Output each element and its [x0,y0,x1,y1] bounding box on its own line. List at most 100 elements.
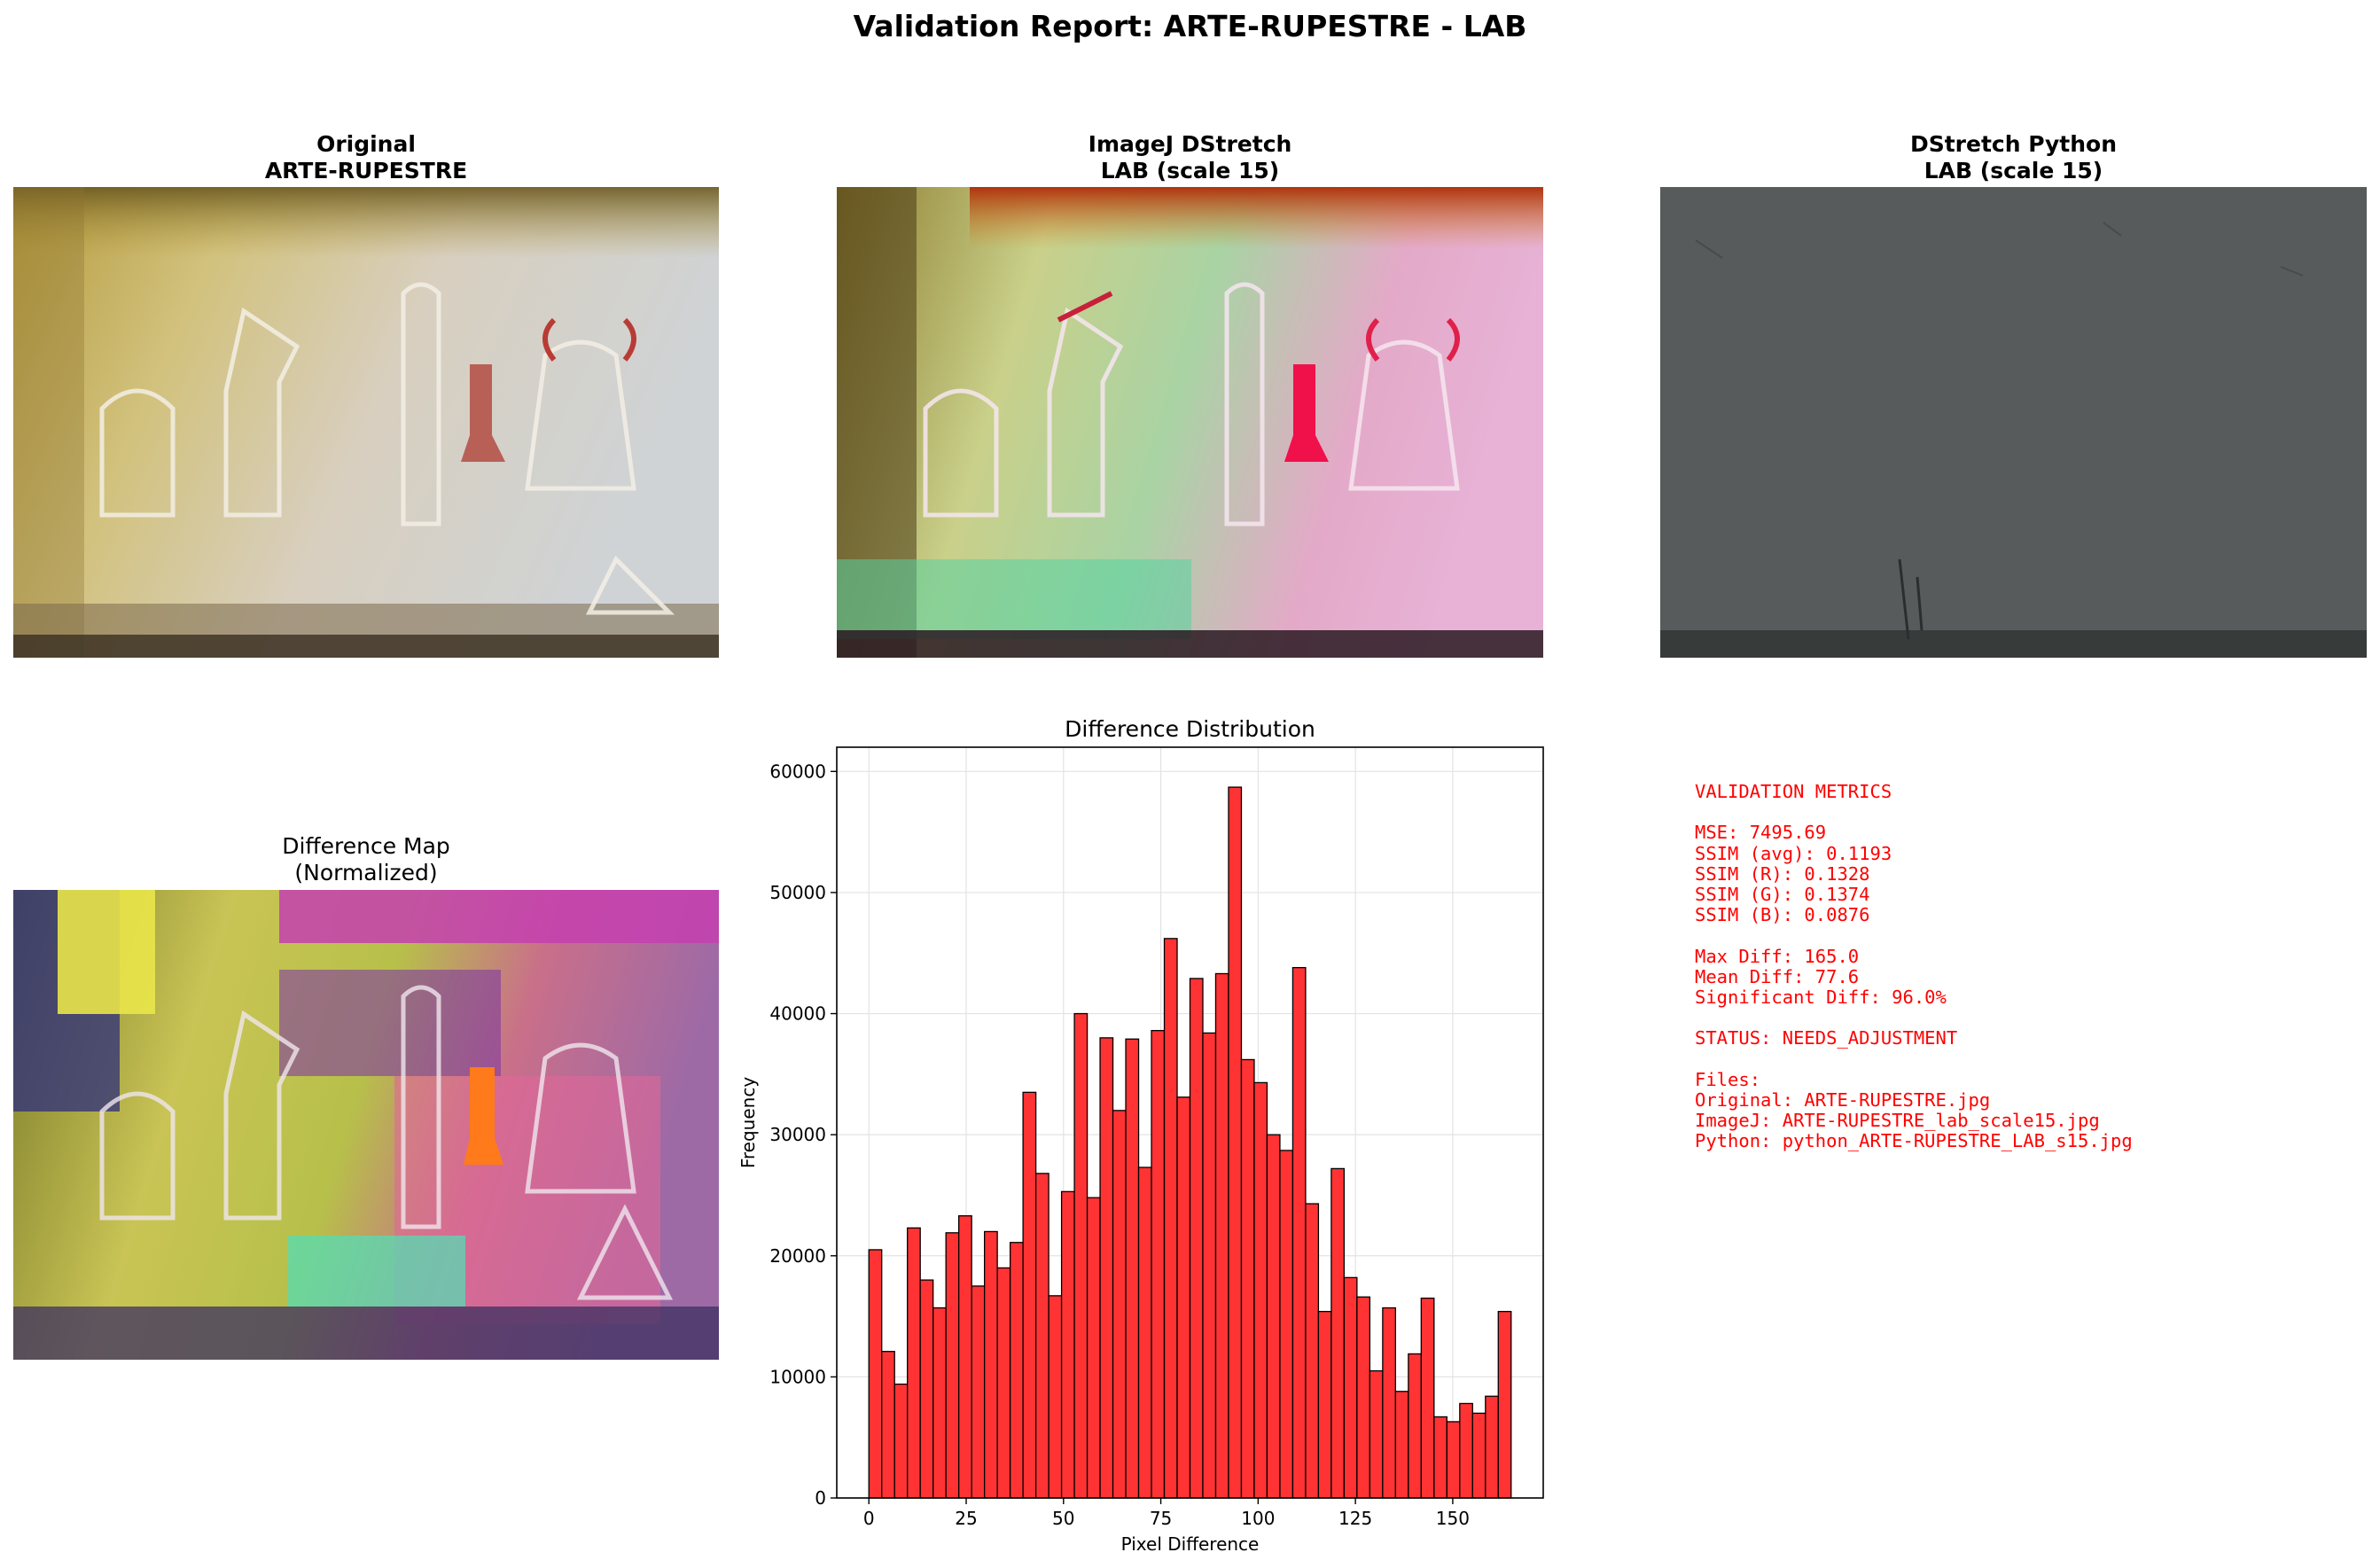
metrics-line: MSE: 7495.69 [1695,822,1827,844]
histogram-bar [893,1383,909,1499]
histogram-bar [1176,1096,1191,1499]
diffmap-title-line2: (Normalized) [294,860,438,885]
histogram-bar [919,1279,934,1499]
histogram-bar [1073,1012,1089,1499]
diffmap-panel-title: Difference Map (Normalized) [13,833,719,886]
histogram-bar [1099,1037,1114,1499]
histogram-bar [1137,1166,1152,1499]
histogram-bar [958,1215,972,1499]
histogram-bar [971,1285,986,1499]
histogram-bar [1034,1173,1050,1499]
histogram-bar [907,1227,921,1499]
y-tick-label: 30000 [769,1124,826,1145]
histogram-title: Difference Distribution [1065,716,1315,742]
histogram-bar [1291,966,1307,1499]
y-tick-label: 60000 [769,761,826,782]
metrics-line: SSIM (R): 0.1328 [1695,862,1870,885]
histogram-bar [1369,1369,1384,1499]
metrics-line: Original: ARTE-RUPESTRE.jpg [1695,1089,1991,1112]
original-panel-title: Original ARTE-RUPESTRE [13,131,719,184]
histogram-axes-frame [836,746,1544,1499]
imagej-panel-title: ImageJ DStretch LAB (scale 15) [837,131,1543,184]
x-tick-label: 25 [955,1508,977,1529]
histogram-bar [881,1351,895,1499]
histogram-ticks: 0 25 50 75 100 125 150 0 10000 20000 30000 40000 500… [769,761,1470,1529]
imagej-title-line1: ImageJ DStretch [1088,131,1292,157]
histogram-bar [1009,1242,1024,1499]
metrics-line: SSIM (avg): 0.1193 [1695,842,1892,864]
histogram-bar [1471,1412,1487,1499]
metrics-line: Mean Diff: 77.6 [1695,965,1860,987]
histogram-bar [1459,1402,1473,1499]
histogram-bar [1382,1307,1397,1499]
histogram-bar [983,1230,998,1499]
histogram-bar [1394,1391,1409,1499]
metrics-line: STATUS: NEEDS_ADJUSTMENT [1695,1027,1958,1049]
python-title-line1: DStretch Python [1909,131,2118,157]
x-tick-label: 50 [1052,1508,1074,1529]
python-title-line2: LAB (scale 15) [1924,158,2103,183]
metrics-line: SSIM (B): 0.0876 [1695,904,1870,926]
histogram-xlabel: Pixel Difference [1121,1533,1260,1555]
histogram-bar [1253,1081,1268,1499]
histogram-bar [1151,1030,1166,1499]
histogram-bar [1485,1395,1499,1499]
metrics-line [1695,1049,2133,1070]
x-tick-label: 100 [1241,1508,1275,1529]
histogram-bar [1330,1167,1346,1499]
y-tick-label: 40000 [769,1003,826,1025]
python-panel-title: DStretch Python LAB (scale 15) [1660,131,2367,184]
python-image [1660,187,2367,658]
histogram-bar [1202,1032,1217,1499]
histogram-bar [1228,786,1243,1499]
histogram-bar [1163,938,1178,1499]
imagej-image [837,187,1543,658]
histogram-bar [1266,1134,1281,1499]
difference-map-image [13,890,719,1360]
imagej-title-line2: LAB (scale 15) [1100,158,1280,183]
metrics-line: Significant Diff: 96.0% [1695,987,1947,1009]
x-tick-label: 0 [863,1508,875,1529]
histogram-bar [1214,972,1229,1499]
histogram-bar [1125,1038,1140,1499]
diffmap-title-line1: Difference Map [282,833,450,859]
report-title: Validation Report: ARTE-RUPESTRE - LAB [853,9,1527,43]
metrics-line [1695,925,2133,946]
original-title-line1: Original [316,131,416,157]
histogram-bar [1279,1150,1294,1499]
x-tick-label: 125 [1338,1508,1372,1529]
metrics-line: ImageJ: ARTE-RUPESTRE_lab_scale15.jpg [1695,1110,2100,1132]
histogram-ylabel: Frequency [737,1077,759,1168]
metrics-line: SSIM (G): 0.1374 [1695,884,1870,906]
y-tick-label: 0 [815,1487,826,1509]
y-tick-label: 20000 [769,1245,826,1267]
y-tick-label: 10000 [769,1366,826,1387]
histogram-bar [1060,1190,1075,1499]
histogram-bar [1343,1276,1358,1499]
metrics-line: Files: [1695,1068,1761,1090]
histogram-bar [1497,1310,1512,1499]
original-image [13,187,719,658]
y-tick-label: 50000 [769,882,826,903]
histogram-bar [1356,1296,1371,1499]
histogram-bar [1305,1203,1320,1499]
histogram-bar [868,1249,883,1499]
histogram-bar [932,1307,947,1499]
metrics-line: Max Diff: 165.0 [1695,945,1860,967]
original-title-line2: ARTE-RUPESTRE [264,158,468,183]
metrics-line: VALIDATION METRICS [1695,781,1892,802]
validation-metrics-text: VALIDATION METRICS MSE: 7495.69 SSIM (avg… [1695,781,2133,1152]
histogram-bar [1408,1353,1422,1499]
histogram-bar [945,1232,960,1499]
metrics-line [1695,802,2133,823]
histogram-bar [1317,1310,1332,1499]
histogram-bar [996,1267,1011,1499]
x-tick-label: 75 [1150,1508,1172,1529]
metrics-line: Python: python_ARTE-RUPESTRE_LAB_s15.jpg [1695,1130,2133,1152]
x-tick-label: 150 [1436,1508,1470,1529]
histogram-bar [1420,1297,1435,1499]
histogram-bar [1086,1197,1101,1499]
histogram-bar [1433,1416,1448,1499]
metrics-line [1695,1008,2133,1028]
histogram-bar [1189,978,1204,1499]
